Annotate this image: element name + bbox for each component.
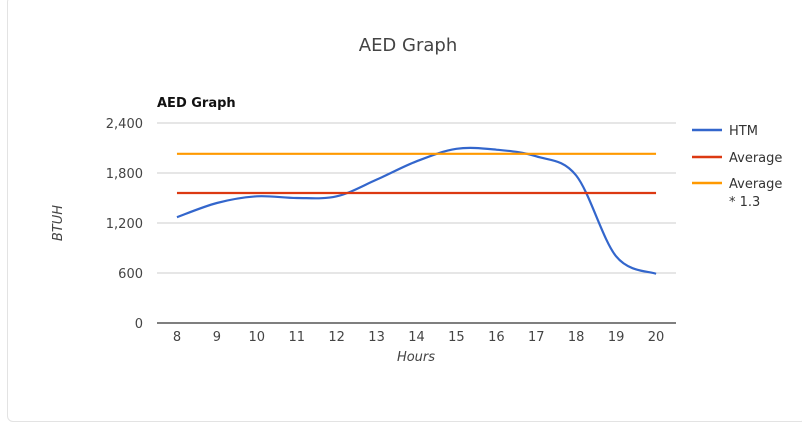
legend-label: Average * 1.3 [729, 177, 782, 210]
card-title: AED Graph [358, 35, 458, 56]
x-tick-label: 13 [368, 330, 385, 345]
series-lines [176, 146, 657, 275]
x-tick-label: 8 [173, 330, 181, 345]
x-tick-label: 12 [328, 330, 345, 345]
x-tick-label: 15 [448, 330, 465, 345]
legend-label: HTM [729, 124, 758, 139]
x-tick-label: 16 [488, 330, 505, 345]
y-tick-label: 1,800 [106, 167, 143, 182]
y-axis-tick-labels: 0 600 1,200 1,800 2,400 [106, 117, 143, 332]
chart-card [7, 0, 802, 422]
x-tick-label: 19 [608, 330, 625, 345]
x-axis-tick-labels: 8 9 10 11 12 13 14 15 16 17 18 19 20 [173, 330, 664, 345]
y-tick-label: 2,400 [106, 117, 143, 132]
legend-label: Average [729, 151, 782, 166]
gridlines [157, 122, 676, 274]
x-tick-label: 20 [648, 330, 665, 345]
y-tick-label: 1,200 [106, 217, 143, 232]
x-tick-label: 11 [288, 330, 305, 345]
y-tick-label: 600 [118, 267, 143, 282]
x-tick-label: 18 [568, 330, 585, 345]
chart-title: AED Graph [157, 96, 236, 111]
legend: HTM Average Average * 1.3 [692, 124, 782, 210]
y-axis-title: BTUH [51, 205, 66, 241]
x-tick-label: 9 [213, 330, 221, 345]
y-tick-label: 0 [135, 317, 143, 332]
x-tick-label: 14 [408, 330, 425, 345]
x-tick-label: 17 [528, 330, 545, 345]
series-line-1 [176, 146, 657, 275]
x-axis-title: Hours [397, 350, 435, 365]
x-tick-label: 10 [249, 330, 266, 345]
